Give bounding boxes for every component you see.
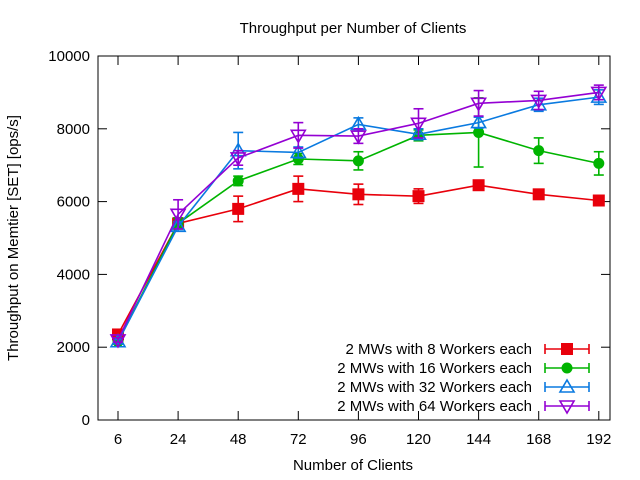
legend: 2 MWs with 8 Workers each 2 MWs with 16 W… — [337, 341, 590, 415]
x-tick-label: 192 — [586, 431, 611, 448]
data-point — [592, 194, 605, 207]
data-point — [473, 126, 485, 138]
data-point — [561, 362, 573, 374]
data-point — [292, 153, 304, 165]
data-point — [558, 378, 576, 393]
data-point — [229, 152, 247, 167]
data-point — [590, 88, 608, 103]
legend-label: 2 MWs with 64 Workers each — [337, 398, 532, 415]
series-2 — [112, 97, 605, 348]
data-point — [169, 208, 187, 223]
x-tick-label: 144 — [466, 431, 491, 448]
legend-label: 2 MWs with 16 Workers each — [337, 360, 532, 377]
legend-label: 2 MWs with 8 Workers each — [346, 341, 532, 358]
data-point — [470, 97, 487, 112]
y-tick-label: 6000 — [57, 194, 90, 211]
chart-title: Throughput per Number of Clients — [240, 20, 467, 37]
x-tick-label: 24 — [170, 431, 187, 448]
data-point — [232, 175, 244, 187]
x-axis-label: Number of Clients — [293, 457, 413, 474]
data-point — [352, 188, 365, 201]
series-1 — [112, 175, 605, 341]
data-point — [352, 155, 364, 167]
data-point — [169, 217, 187, 233]
y-tick-label: 4000 — [57, 266, 90, 283]
plot-frame — [97, 55, 611, 421]
data-point — [232, 202, 245, 215]
data-point — [109, 334, 127, 349]
y-tick-label: 8000 — [57, 121, 90, 138]
plot-area: 0 2000 4000 6000 8000 10000 6 24 48 72 96 120 144 168… — [48, 48, 611, 448]
y-tick-label: 0 — [82, 412, 90, 429]
data-point — [590, 86, 608, 101]
y-tick-label: 2000 — [57, 339, 90, 356]
data-point — [561, 343, 573, 355]
x-tick-label: 120 — [406, 431, 431, 448]
data-point — [410, 125, 427, 141]
y-tick-label: 10000 — [48, 48, 90, 65]
data-point — [470, 114, 487, 129]
data-point — [412, 190, 425, 203]
x-tick-label: 6 — [114, 431, 122, 448]
data-point — [593, 157, 605, 169]
data-point — [530, 94, 548, 109]
data-point — [289, 143, 307, 159]
data-point — [350, 130, 367, 145]
x-tick-label: 48 — [230, 431, 247, 448]
x-tick-label: 96 — [350, 431, 367, 448]
data-point — [292, 182, 305, 195]
x-tick-label: 72 — [290, 431, 307, 448]
data-point — [410, 117, 427, 132]
data-point — [289, 129, 307, 144]
x-tick-label: 168 — [526, 431, 551, 448]
data-point — [532, 188, 545, 201]
y-axis-label: Throughput on Memtier [SET] [ops/s] — [5, 115, 22, 361]
series-4 — [109, 84, 608, 349]
legend-label: 2 MWs with 32 Workers each — [337, 379, 532, 396]
data-point — [533, 145, 545, 157]
series-line — [117, 184, 599, 335]
data-point — [472, 179, 485, 192]
data-point — [558, 400, 576, 415]
